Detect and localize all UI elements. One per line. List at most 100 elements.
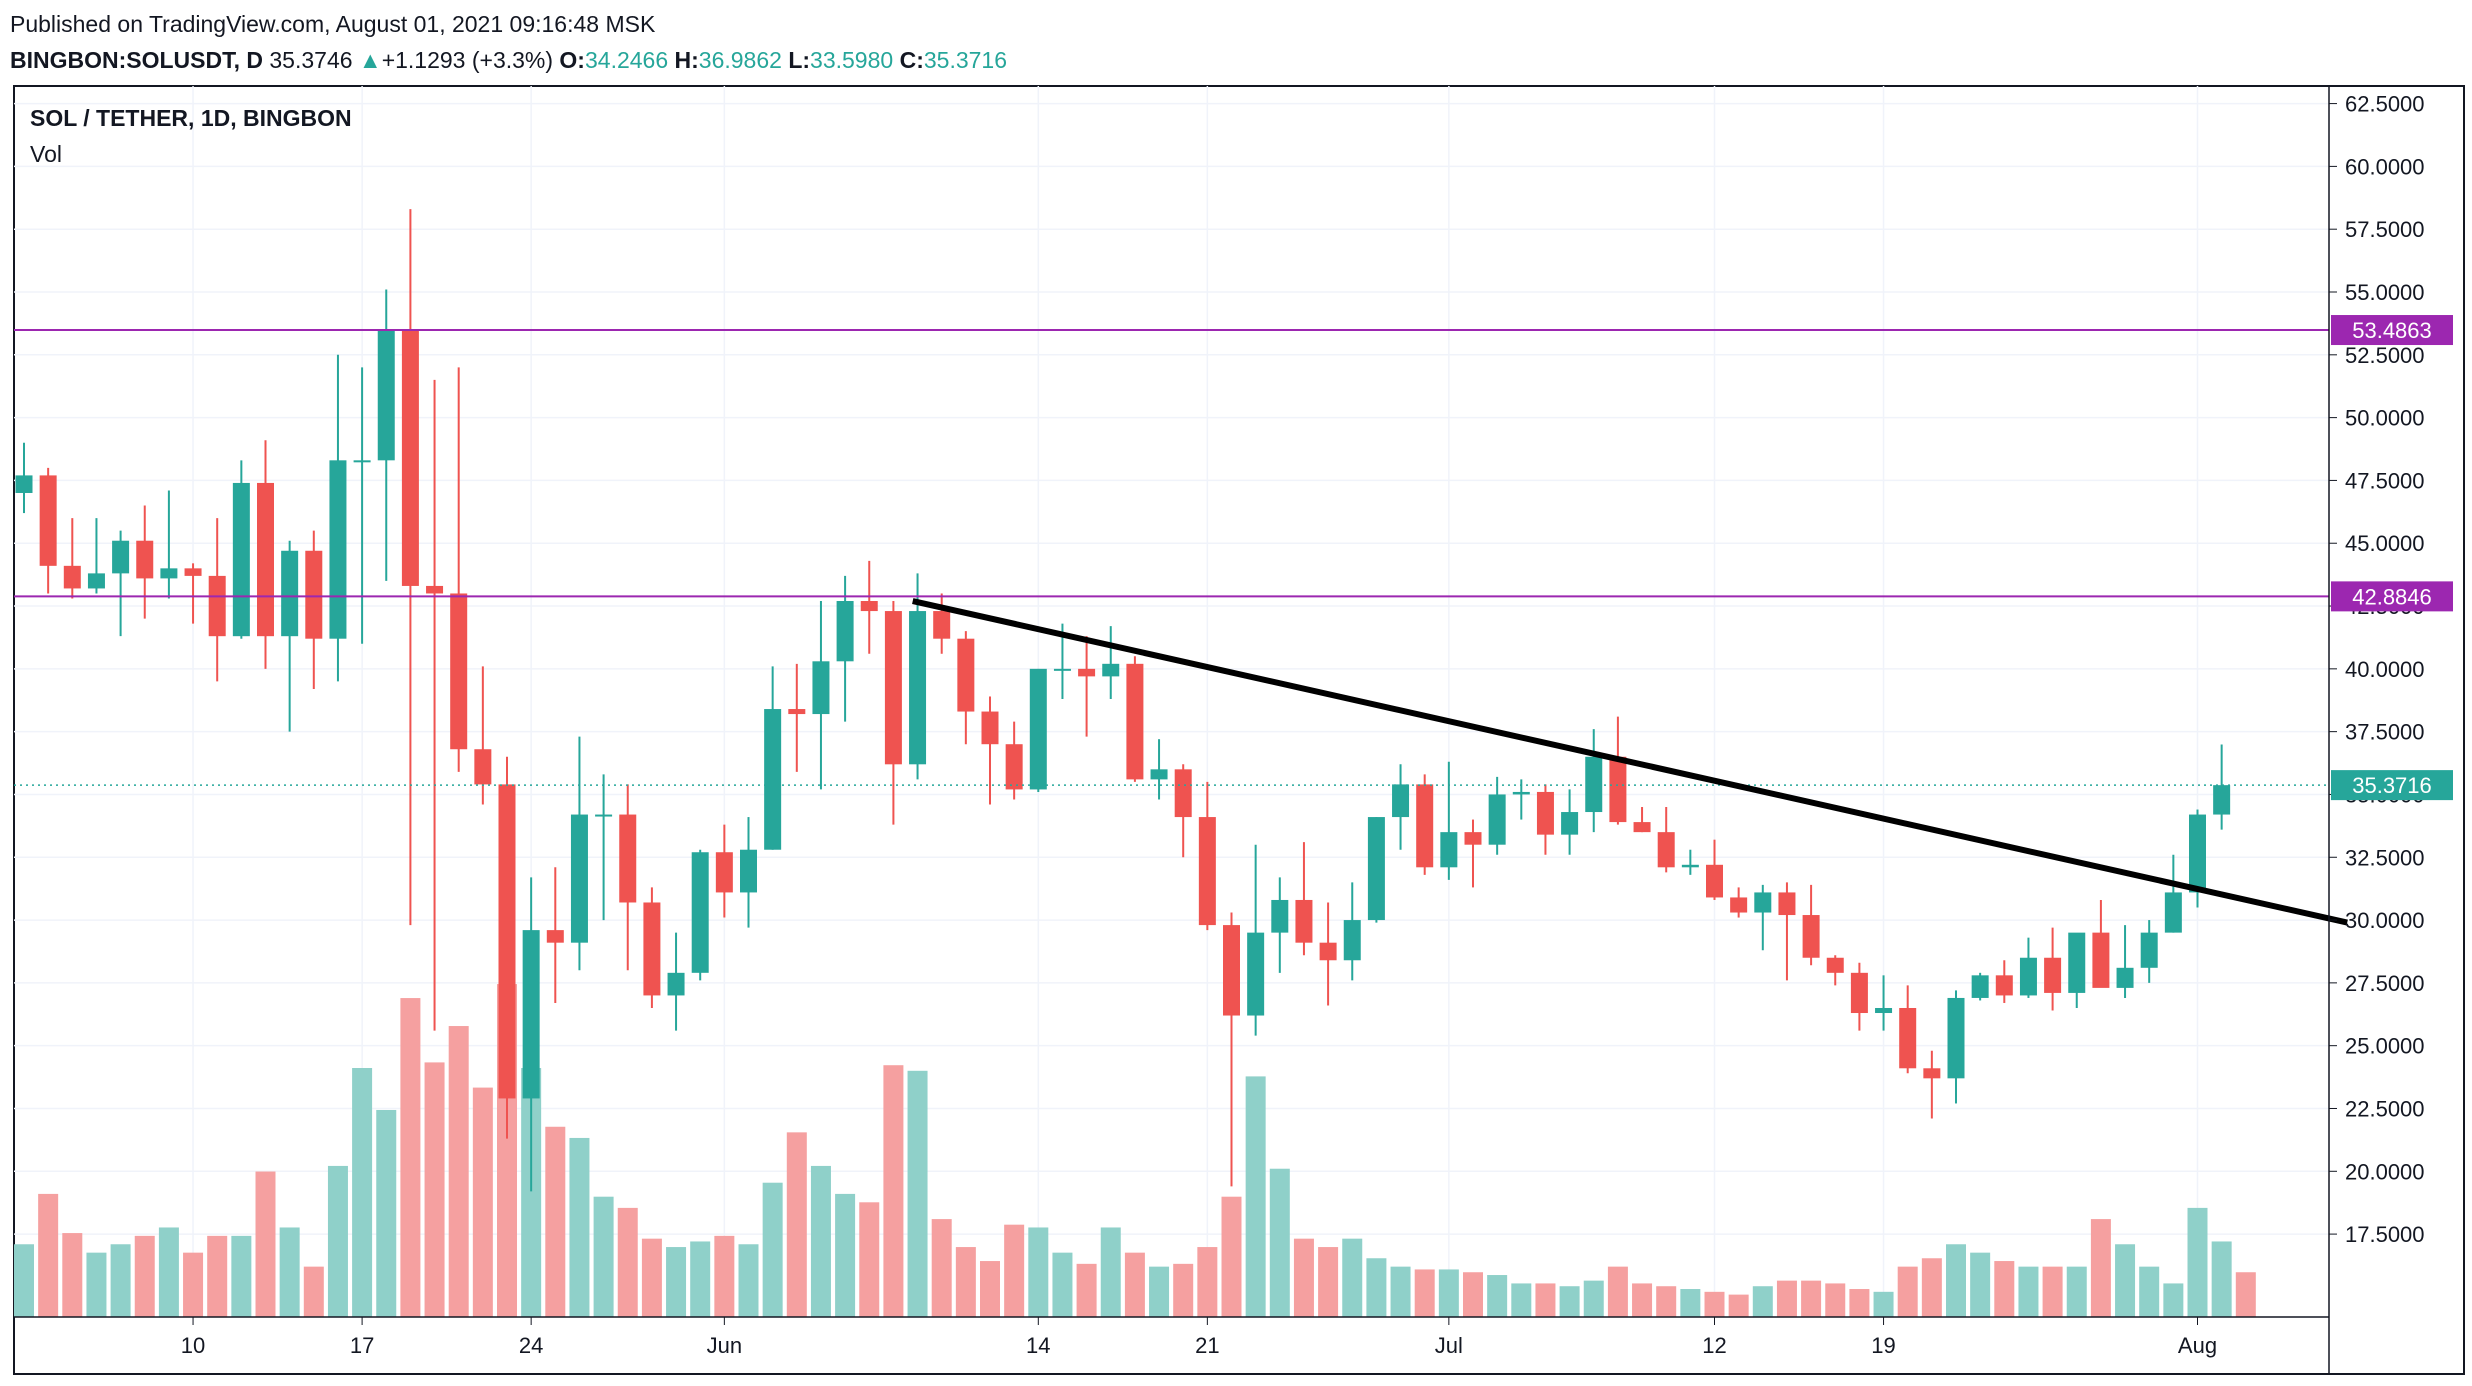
y-tick-label: 47.5000 bbox=[2345, 468, 2425, 493]
x-tick-label: Jul bbox=[1435, 1333, 1463, 1358]
y-tick-label: 30.0000 bbox=[2345, 908, 2425, 933]
candle-body bbox=[1440, 832, 1458, 868]
y-tick-label: 45.0000 bbox=[2345, 531, 2425, 556]
candle-body bbox=[1319, 942, 1337, 961]
volume-bar bbox=[1801, 1280, 1822, 1317]
volume-bar bbox=[400, 998, 421, 1317]
candle-body bbox=[63, 565, 81, 589]
price-tags: 53.4863 42.8846 35.3716 bbox=[2331, 315, 2453, 801]
candle-body bbox=[909, 611, 927, 765]
candle-body bbox=[1174, 769, 1192, 818]
y-tick-label: 60.0000 bbox=[2345, 154, 2425, 179]
volume-bar bbox=[1632, 1283, 1653, 1317]
volume-bar bbox=[2235, 1272, 2256, 1317]
candle-body bbox=[1198, 817, 1216, 926]
last-price-tag bbox=[2331, 770, 2453, 801]
volume-bar bbox=[1390, 1266, 1411, 1317]
candle-body bbox=[1392, 784, 1410, 818]
low-value: 33.5980 bbox=[810, 47, 894, 73]
candle-body bbox=[1029, 668, 1047, 790]
volume-series bbox=[14, 984, 2256, 1317]
volume-bar bbox=[1728, 1294, 1749, 1317]
volume-bar bbox=[2211, 1241, 2232, 1317]
close-value: 35.3716 bbox=[923, 47, 1007, 73]
volume-bar bbox=[1463, 1272, 1483, 1317]
volume-bar bbox=[2042, 1266, 2063, 1317]
volume-bar bbox=[207, 1235, 228, 1317]
candle-body bbox=[1512, 791, 1530, 795]
volume-bar bbox=[2066, 1266, 2087, 1317]
candle-body bbox=[1367, 817, 1385, 921]
x-tick-label: Jun bbox=[707, 1333, 742, 1358]
candle-body bbox=[1343, 920, 1361, 961]
published-text: Published on TradingView.com, August 01,… bbox=[10, 11, 656, 37]
close-label: C: bbox=[899, 47, 924, 73]
volume-bar bbox=[617, 1207, 638, 1317]
up-arrow-icon: ▲ bbox=[358, 47, 382, 73]
volume-bar bbox=[352, 1068, 373, 1317]
candle-body bbox=[691, 852, 709, 973]
y-tick-label: 40.0000 bbox=[2345, 657, 2425, 682]
price-change: +1.1293 (+3.3%) bbox=[381, 47, 554, 73]
x-tick-label: Aug bbox=[2178, 1333, 2217, 1358]
volume-bar bbox=[255, 1171, 276, 1317]
candle-body bbox=[1826, 957, 1844, 973]
descending-trendline bbox=[912, 598, 2348, 926]
candle-body bbox=[2189, 814, 2206, 893]
price-axis[interactable]: 17.5000 20.0000 22.5000 25.0000 27.5000 30.00… bbox=[2329, 92, 2425, 1248]
volume-bar bbox=[955, 1247, 976, 1317]
level-tag-label: 53.4863 bbox=[2352, 318, 2432, 343]
candle-body bbox=[1633, 822, 1651, 833]
volume-bar bbox=[424, 1062, 445, 1317]
candle-body bbox=[2140, 932, 2158, 968]
volume-bar bbox=[1028, 1227, 1049, 1317]
candle-body bbox=[1247, 932, 1265, 1016]
candle-body bbox=[1488, 794, 1506, 845]
level-tag-label: 42.8846 bbox=[2352, 584, 2432, 609]
volume-bar bbox=[762, 1182, 783, 1317]
volume-bar bbox=[1994, 1261, 2015, 1317]
candle-body bbox=[450, 593, 468, 750]
candle-series[interactable] bbox=[15, 209, 2231, 1192]
candle-body bbox=[15, 475, 33, 493]
volume-bar bbox=[1173, 1263, 1194, 1317]
candle-body bbox=[426, 585, 444, 594]
volume-bar bbox=[521, 1068, 542, 1317]
candle-body bbox=[1995, 975, 2013, 996]
candle-body bbox=[498, 784, 516, 1099]
x-tick-label: 17 bbox=[350, 1333, 374, 1358]
volume-bar bbox=[1438, 1269, 1459, 1317]
candle-body bbox=[1536, 791, 1554, 835]
candle-body bbox=[1150, 769, 1168, 780]
candle-body bbox=[1005, 744, 1023, 790]
volume-bar bbox=[1535, 1283, 1556, 1317]
symbol-label: BINGBON:SOLUSDT, D bbox=[10, 47, 263, 73]
trendline[interactable] bbox=[912, 598, 2348, 926]
published-line: Published on TradingView.com, August 01,… bbox=[10, 6, 1007, 42]
candle-body bbox=[87, 573, 105, 589]
candle-body bbox=[112, 540, 130, 574]
candle-body bbox=[1971, 975, 1989, 998]
candle-body bbox=[1271, 899, 1289, 933]
candle-body bbox=[184, 568, 202, 576]
candle-body bbox=[812, 661, 830, 715]
low-label: L: bbox=[788, 47, 811, 73]
candle-body bbox=[1609, 756, 1627, 823]
volume-bar bbox=[1197, 1247, 1218, 1317]
volume-bar bbox=[86, 1252, 107, 1317]
volume-bar bbox=[1318, 1247, 1339, 1317]
candle-body bbox=[933, 611, 951, 639]
open-label: O: bbox=[559, 47, 585, 73]
candle-body bbox=[836, 601, 854, 662]
legend-title: SOL / TETHER, 1D, BINGBON bbox=[30, 105, 352, 131]
volume-bar bbox=[38, 1193, 59, 1317]
y-tick-label: 17.5000 bbox=[2345, 1222, 2425, 1247]
volume-bar bbox=[1656, 1286, 1677, 1317]
x-tick-label: 10 bbox=[181, 1333, 205, 1358]
time-axis[interactable]: 10 17 24 Jun 14 21 Jul 12 19 Aug bbox=[181, 1317, 2217, 1358]
candle-body bbox=[1078, 668, 1096, 677]
y-tick-label: 50.0000 bbox=[2345, 406, 2425, 431]
last-price: 35.3746 bbox=[269, 47, 353, 73]
candle-body bbox=[1416, 784, 1434, 868]
